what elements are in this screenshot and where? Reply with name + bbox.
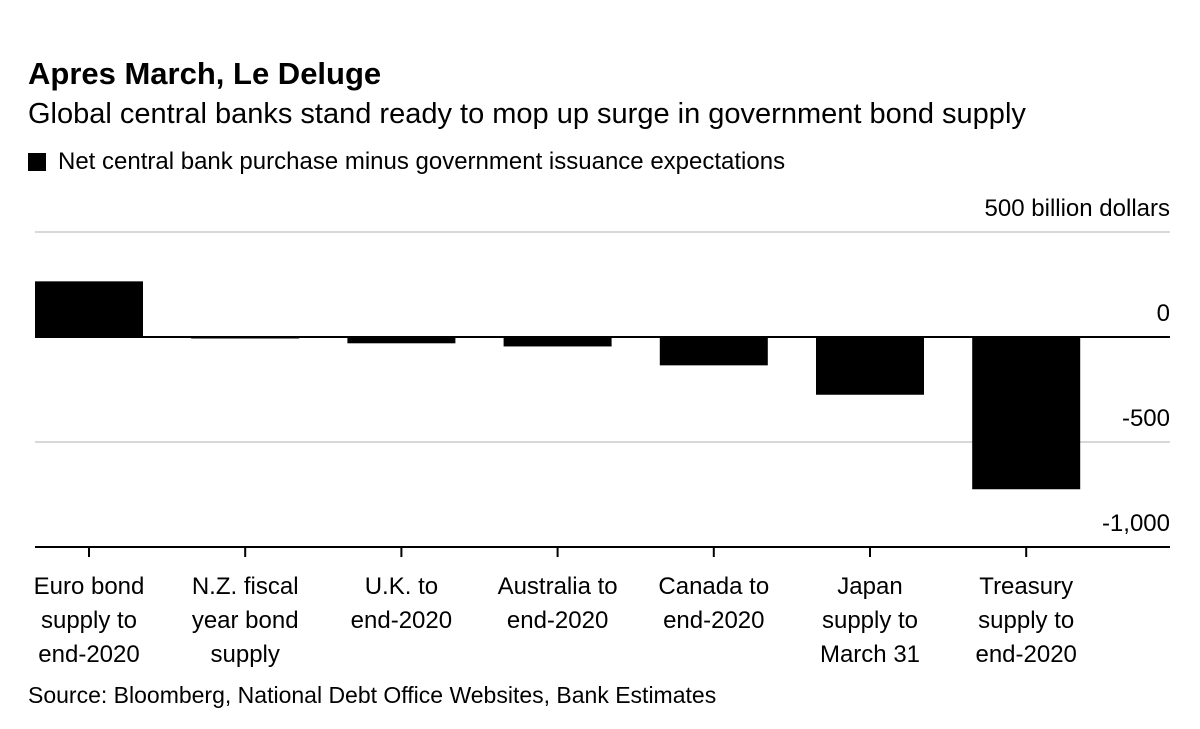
bar <box>659 337 768 366</box>
chart-legend: Net central bank purchase minus governme… <box>28 148 785 176</box>
y-tick-label: -1,000 <box>1102 510 1170 537</box>
chart-title: Apres March, Le Deluge <box>28 56 382 91</box>
bar <box>347 337 456 344</box>
y-tick-label: 500 billion dollars <box>985 195 1170 222</box>
x-tick-label: Euro bond supply to end-2020 <box>34 573 145 668</box>
x-tick-label: Japan supply to March 31 <box>820 573 920 668</box>
x-tick-label: Treasury supply to end-2020 <box>975 573 1076 668</box>
bar <box>503 337 612 347</box>
legend-label: Net central bank purchase minus governme… <box>58 148 786 175</box>
bar <box>35 281 143 337</box>
chart-subtitle: Global central banks stand ready to mop … <box>28 98 1026 130</box>
legend-swatch <box>28 153 46 171</box>
x-tick-label: Australia to end-2020 <box>498 573 618 634</box>
bar <box>816 337 924 395</box>
source-note: Source: Bloomberg, National Debt Office … <box>28 682 717 708</box>
bar <box>191 337 300 339</box>
x-tick-label: U.K. to end-2020 <box>351 573 452 634</box>
bar <box>972 337 1081 490</box>
x-tick-label: N.Z. fiscal year bond supply <box>192 573 299 668</box>
y-tick-label: 0 <box>1157 300 1170 327</box>
y-tick-label: -500 <box>1122 405 1170 432</box>
x-tick-label: Canada to end-2020 <box>658 573 769 634</box>
